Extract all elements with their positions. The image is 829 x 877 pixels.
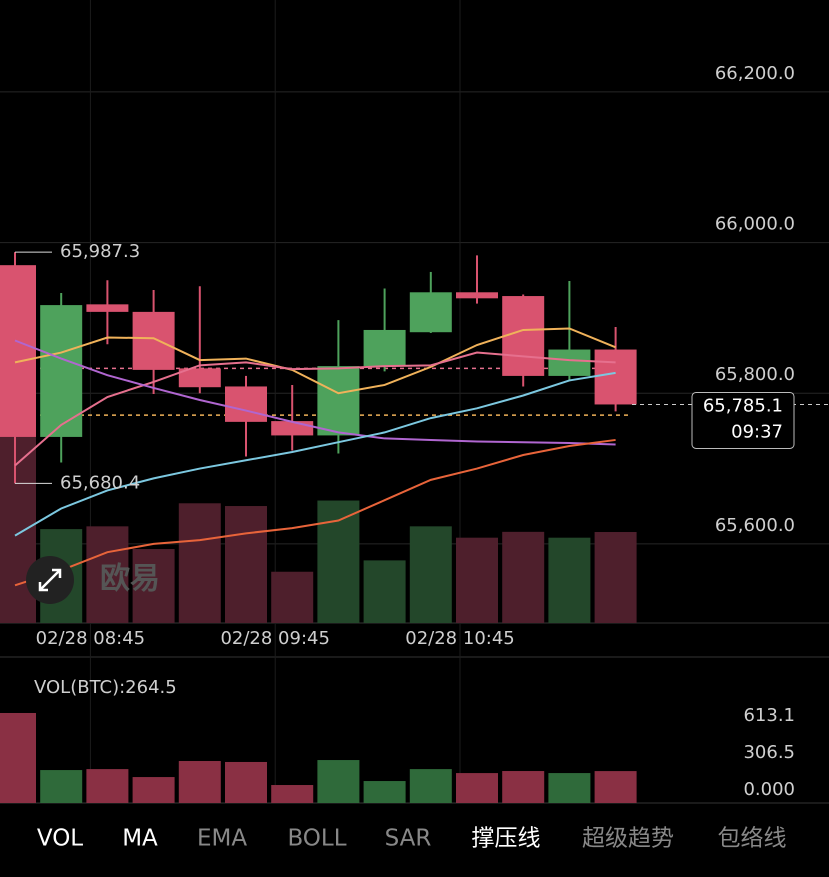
vol-current: 264.5 [125,677,177,698]
vol-tick-label: 613.1 [743,705,795,726]
vol-bar [271,785,314,803]
vol-bar [594,771,637,803]
countdown: 09:37 [731,421,783,442]
last-price-label: 65,785.1 [703,395,783,416]
vol-bar [225,761,267,803]
y-tick-label: 66,000.0 [715,214,795,235]
y-tick-label: 65,800.0 [715,364,795,385]
candle-body [317,366,360,436]
vol-bar [548,773,591,803]
ma-line [14,371,616,537]
vol-bar [502,771,545,803]
vol-bar [317,760,360,803]
vol-overlay-bar [409,526,452,623]
vol-overlay-bar [502,531,545,623]
candle-body [225,386,267,422]
vol-bar [409,769,452,803]
candle-body [409,292,452,333]
vol-title: VOL(BTC):264.5 [34,677,177,698]
candle-body [548,349,591,376]
vol-bar [178,761,221,803]
menu-item[interactable]: 撑压线 [472,826,541,852]
vol-bar [132,777,175,803]
vol-bar [86,769,129,803]
candle-body [502,296,545,376]
x-tick-label: 02/28 09:45 [220,628,329,649]
candle-body [594,349,637,405]
ma-line [14,438,616,587]
menu-item[interactable]: SAR [385,826,432,852]
watermark: 欧易 [100,562,160,597]
vol-overlay-bar [132,549,175,623]
candle-body [132,311,175,370]
candle-body [0,265,36,437]
vol-bar [0,712,36,803]
candle-body [456,292,498,299]
menu-item[interactable]: 超级趋势 [582,826,674,852]
x-tick-label: 02/28 08:45 [36,628,145,649]
price-box [691,391,795,449]
ma-line [14,351,616,467]
vol-bar [363,781,406,803]
vol-title-text: VOL(BTC): [34,677,125,698]
vol-bar [40,770,83,803]
menu-item[interactable]: EMA [197,826,247,852]
vol-overlay-bar [548,537,591,623]
vol-overlay-bar [594,532,637,623]
vol-overlay-bar [225,506,267,623]
menu-item[interactable]: VOL [37,826,83,852]
vol-overlay-bar [317,500,360,623]
ma-line [14,339,616,446]
ma-line [14,327,616,395]
y-tick-label: 66,200.0 [715,63,795,84]
expand-icon [38,568,62,592]
vol-overlay-bar [271,571,314,623]
vol-tick-label: 306.5 [743,742,795,763]
candle-body [86,304,129,312]
y-tick-label: 65,600.0 [715,515,795,536]
candle-body [271,421,314,436]
vol-overlay-bar [178,503,221,623]
menu-item[interactable]: MA [122,826,158,852]
low-label: 65,680.4 [60,472,140,493]
menu-item[interactable]: BOLL [287,826,346,852]
vol-overlay-bar [363,560,406,623]
vol-overlay-bar [86,526,129,623]
menu-item[interactable]: 包络线 [718,826,787,852]
x-tick-label: 02/28 10:45 [405,628,514,649]
candle-body [40,305,83,437]
vol-bar [456,773,498,803]
candle-body [363,329,406,367]
vol-tick-label: 0.000 [743,779,795,800]
high-label: 65,987.3 [60,241,140,262]
candle-body [178,368,221,388]
vol-overlay-bar [456,537,498,623]
